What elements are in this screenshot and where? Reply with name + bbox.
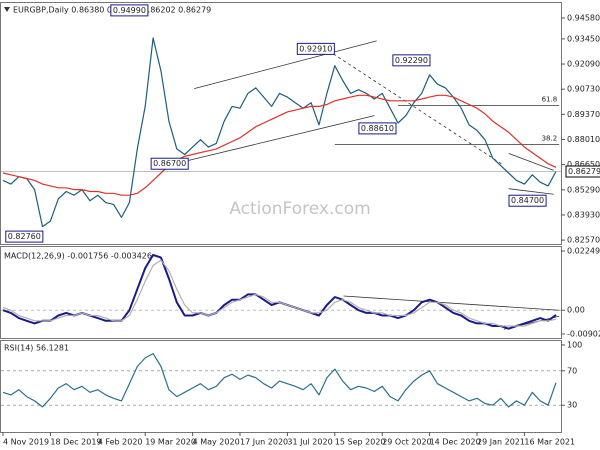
price-annotation-box xyxy=(110,4,149,17)
x-tick-label: 16 Mar 2021 xyxy=(524,438,575,447)
trend-line xyxy=(194,40,377,90)
series-line xyxy=(2,353,557,408)
x-tick-label: 15 Sep 2020 xyxy=(335,438,386,447)
x-tick-label: 18 Dec 2019 xyxy=(50,438,101,447)
y-tick-label: 0.86650 xyxy=(567,160,600,169)
y-tick-label: 30 xyxy=(567,401,577,410)
x-tick-label: 4 May 2020 xyxy=(193,438,240,447)
y-tick-label: 0.82570 xyxy=(567,236,600,245)
price-annotation-box xyxy=(358,122,397,135)
price-annotation-box xyxy=(508,194,547,207)
rsi-panel xyxy=(0,340,562,433)
x-tick-label: 17 Jun 2020 xyxy=(240,438,288,447)
x-tick-label: 4 Nov 2019 xyxy=(3,438,49,447)
x-tick-label: 19 Mar 2020 xyxy=(145,438,196,447)
price-annotation-box xyxy=(5,230,44,243)
y-tick-label: 0.94580 xyxy=(567,13,600,22)
price-annotation: 0.88610 xyxy=(361,124,394,133)
macd-panel xyxy=(0,246,562,339)
trend-line xyxy=(343,295,560,311)
y-tick-label: 0.022495 xyxy=(567,246,600,255)
watermark: ActionForex.com xyxy=(229,199,370,219)
y-tick-label: 0.88010 xyxy=(567,135,600,144)
last-price-label: 0.86279 xyxy=(568,167,600,176)
y-tick-label: 0.83930 xyxy=(567,210,600,219)
x-tick-label: 14 Dec 2020 xyxy=(430,438,481,447)
y-tick-label: 0.89370 xyxy=(567,110,600,119)
trend-line xyxy=(333,53,505,166)
trend-line xyxy=(188,115,375,161)
series-line xyxy=(2,37,557,228)
y-tick-label: 100 xyxy=(567,340,582,349)
title-arrow xyxy=(4,7,10,12)
price-annotation: 0.86700 xyxy=(153,159,186,168)
fib-label: 38.2 xyxy=(542,134,558,142)
fib-label: 61.8 xyxy=(542,96,558,104)
y-tick-label: 70 xyxy=(567,366,577,375)
trend-line xyxy=(508,188,554,195)
trend-line xyxy=(508,152,554,171)
macd-title: MACD(12,26,9) -0.001756 -0.003426 xyxy=(4,252,152,261)
price-annotation-box xyxy=(150,157,189,170)
x-tick-label: 4 Feb 2020 xyxy=(98,438,143,447)
rsi-title: RSI(14) 56.1281 xyxy=(4,344,69,353)
last-price-label-box xyxy=(565,165,600,178)
price-annotation-box xyxy=(392,54,431,67)
price-annotation: 0.92290 xyxy=(395,56,428,65)
y-tick-label: -0.009022 xyxy=(567,330,600,339)
y-tick-label: 0.92090 xyxy=(567,60,600,69)
price-annotation-box xyxy=(296,42,335,55)
price-annotation: 0.84700 xyxy=(511,196,544,205)
x-tick-label: 29 Oct 2020 xyxy=(382,438,431,447)
series-line xyxy=(2,259,557,327)
y-tick-label: 0.93450 xyxy=(567,34,600,43)
y-tick-label: 0.90730 xyxy=(567,85,600,94)
y-tick-label: 0.00 xyxy=(567,306,585,315)
x-tick-label: 29 Jan 2021 xyxy=(477,438,525,447)
y-tick-label: 0.85290 xyxy=(567,185,600,194)
price-annotation: 0.82760 xyxy=(8,232,41,241)
x-tick-label: 31 Jul 2020 xyxy=(287,438,332,447)
price-annotation: 0.92910 xyxy=(299,44,332,53)
series-line xyxy=(2,94,557,196)
price-annotation: 0.94990 xyxy=(113,6,146,15)
